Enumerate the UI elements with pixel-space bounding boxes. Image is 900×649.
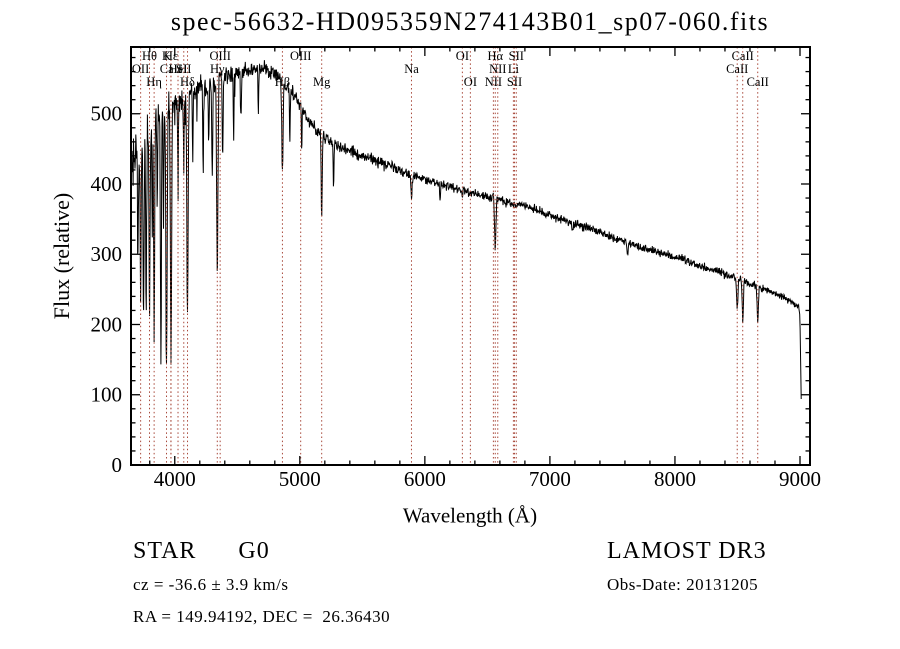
spectral-line-label: K — [162, 49, 171, 63]
spectral-line-label: Hε — [164, 49, 178, 63]
spectral-line-label: NII — [489, 62, 506, 76]
x-tick-label: 4000 — [154, 467, 196, 491]
x-tick-label: 9000 — [779, 467, 821, 491]
spectral-line-label: Hβ — [275, 75, 290, 89]
classification-text: STAR G0 — [133, 538, 270, 564]
spectral-line-label: Hδ — [180, 75, 195, 89]
spectral-line-label: OIII — [290, 49, 312, 63]
y-tick-label: 400 — [91, 172, 123, 196]
spectral-line-label: SII — [509, 49, 524, 63]
y-tick-label: 300 — [91, 242, 123, 266]
y-tick-label: 500 — [91, 102, 123, 126]
x-tick-label: 7000 — [529, 467, 571, 491]
spectral-line-label: CaII — [732, 49, 754, 63]
spectral-line-label: CaII — [160, 62, 182, 76]
spectrum-trace — [131, 60, 802, 400]
spectral-line-label: HeI — [169, 62, 188, 76]
x-axis-label: Wavelength (Å) — [402, 503, 538, 528]
spectral-line-label: SII — [176, 62, 191, 76]
spectral-line-label: Hη — [146, 75, 162, 89]
spectral-line-label: OI — [456, 49, 469, 63]
x-tick-label: 5000 — [279, 467, 321, 491]
spectral-line-label: OII — [132, 62, 149, 76]
coordinates-text: RA = 149.94192, DEC = 26.36430 — [133, 607, 391, 626]
spectral-line-label: SII — [507, 75, 522, 89]
plot-title: spec-56632-HD095359N274143B01_sp07-060.f… — [170, 7, 770, 36]
radial-velocity-text: cz = -36.6 ± 3.9 km/s — [133, 575, 289, 594]
x-tick-label: 8000 — [654, 467, 696, 491]
spectral-line-label: CaII — [747, 75, 769, 89]
spectral-line-label: Mg — [313, 75, 331, 89]
spectral-line-label: Na — [404, 62, 419, 76]
x-tick-label: 6000 — [404, 467, 446, 491]
spectral-line-label: NII — [485, 75, 502, 89]
spectral-line-label: Li — [508, 62, 520, 76]
y-axis-label: Flux (relative) — [49, 192, 74, 320]
spectral-line-label: OI — [464, 75, 477, 89]
spectral-line-label: OIII — [209, 49, 231, 63]
obs-date-text: Obs-Date: 20131205 — [607, 575, 759, 594]
survey-release-text: LAMOST DR3 — [607, 538, 767, 564]
y-tick-label: 100 — [91, 383, 123, 407]
spectral-line-label: Hθ — [142, 49, 157, 63]
spectral-line-label: Hα — [488, 49, 504, 63]
axis-ticks — [131, 47, 810, 466]
spectral-line-label: CaII — [726, 62, 748, 76]
spectral-line-label: Hγ — [210, 62, 225, 76]
y-tick-label: 0 — [112, 453, 123, 477]
axes-frame — [130, 46, 811, 466]
y-tick-label: 200 — [91, 312, 123, 336]
